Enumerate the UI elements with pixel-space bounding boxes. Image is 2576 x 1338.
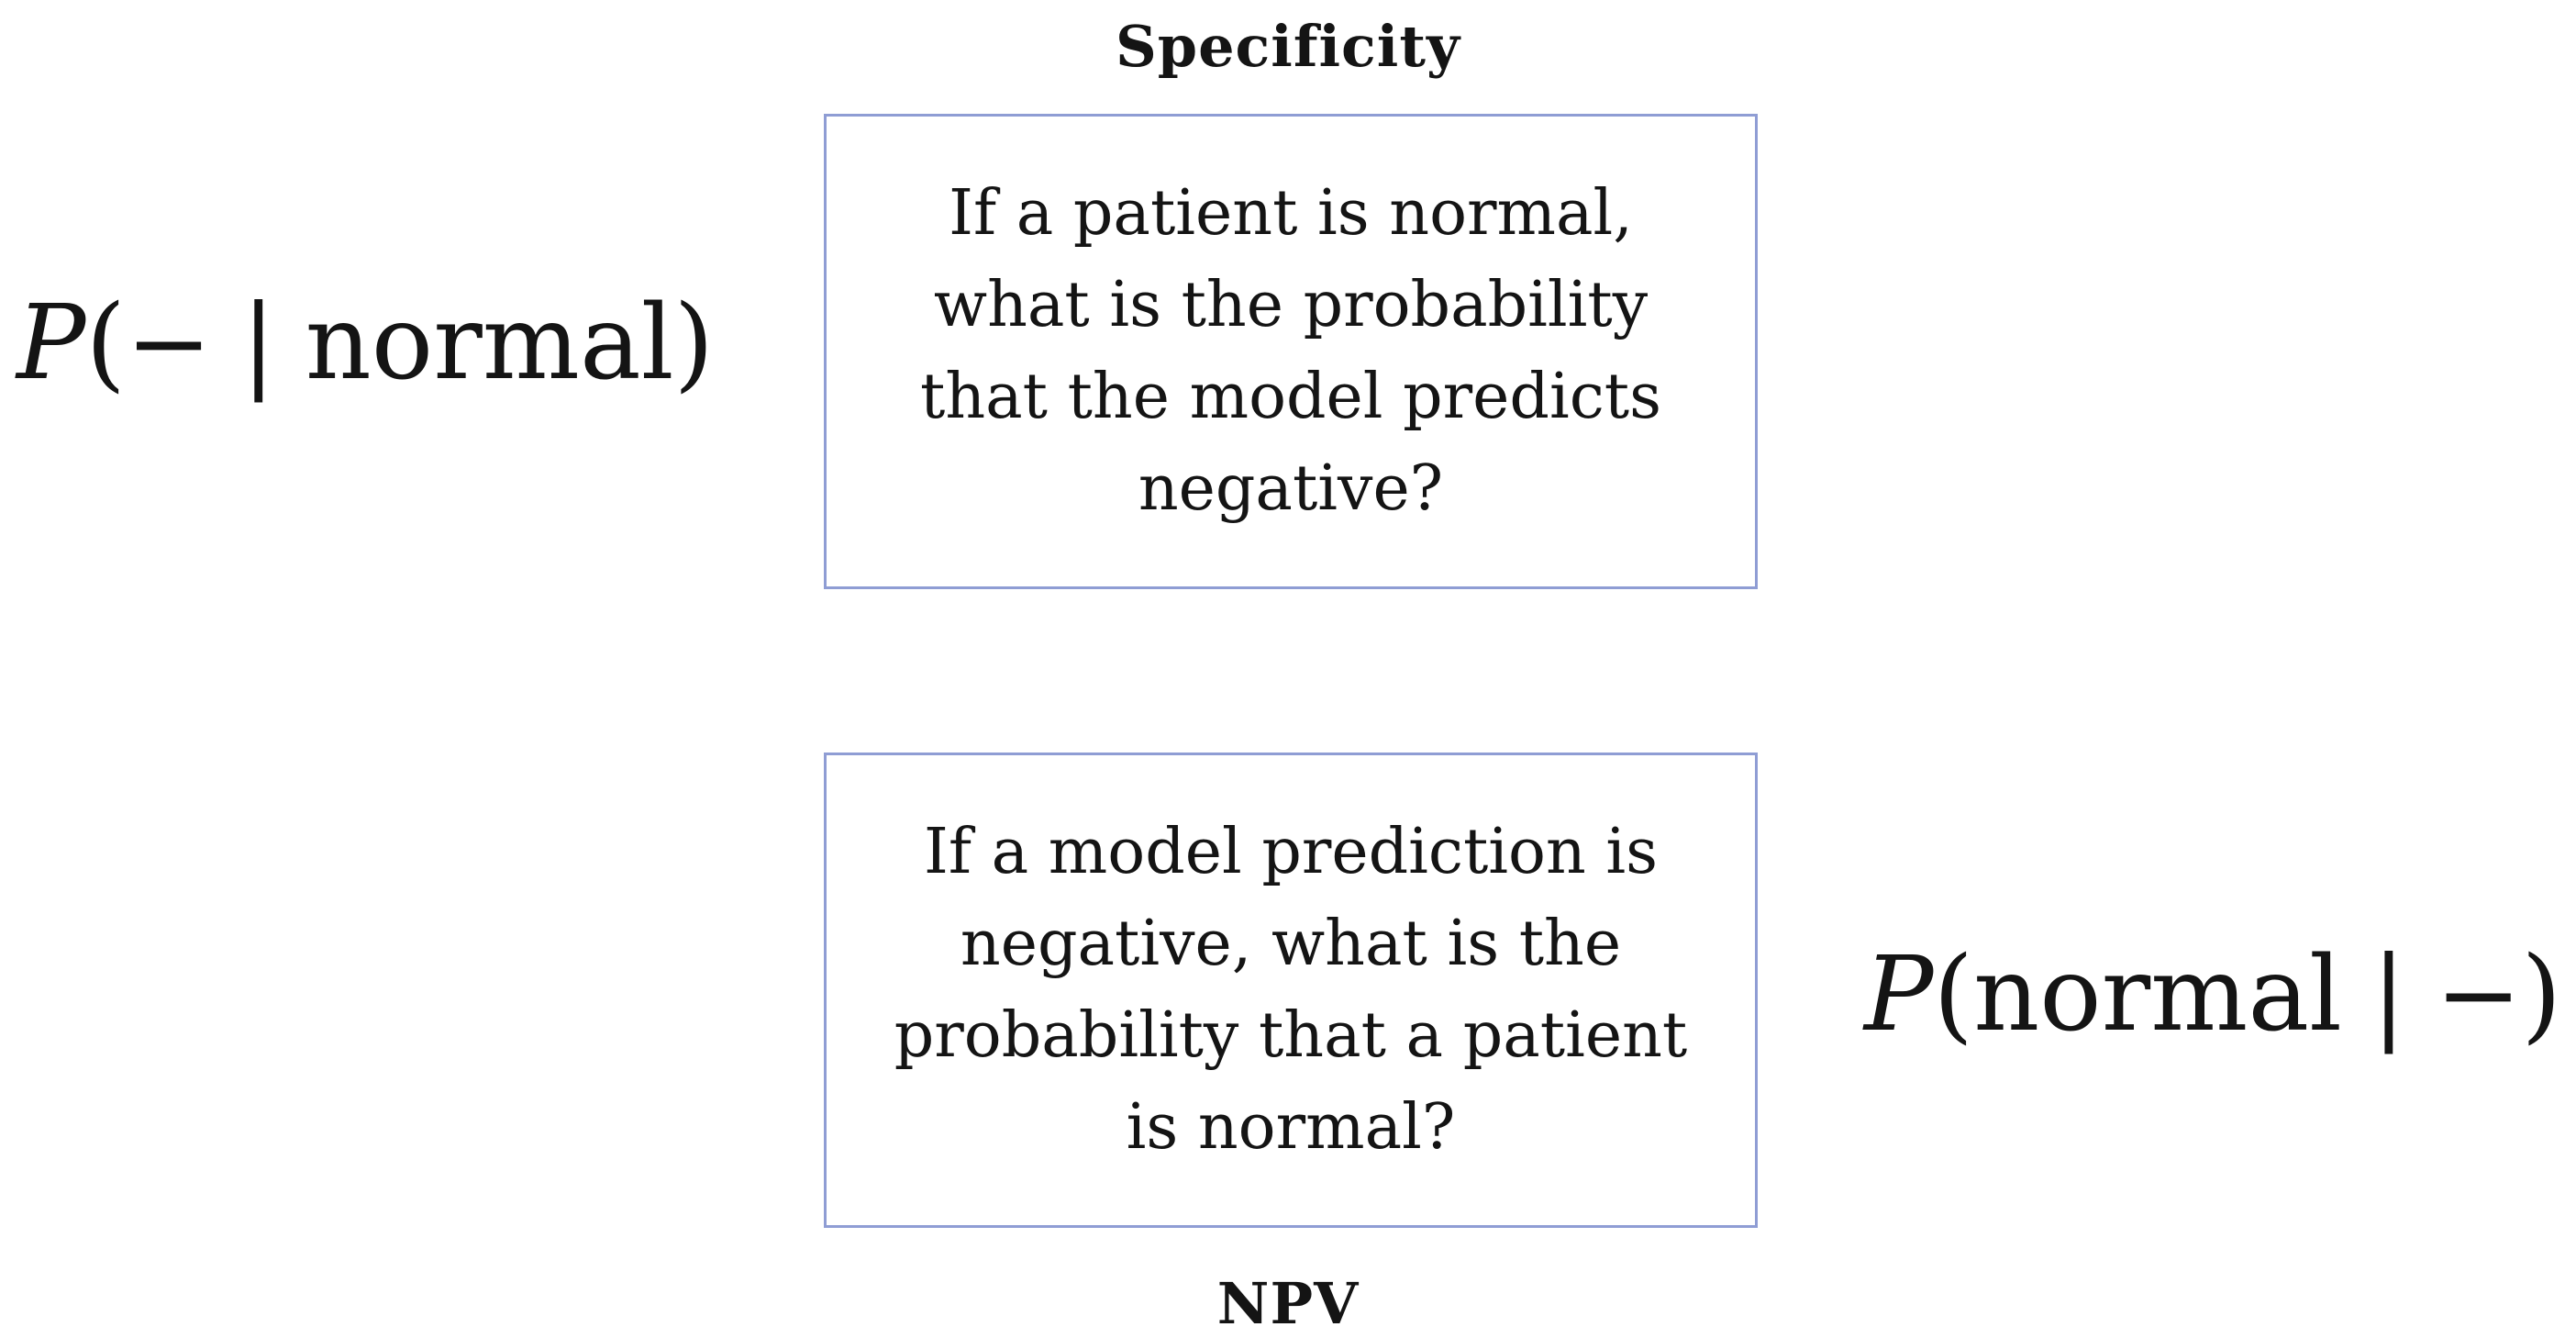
formula-condition: normal xyxy=(305,284,674,403)
formula-given-bar: | xyxy=(2371,935,2406,1054)
formula-close-paren: ) xyxy=(2521,935,2562,1054)
formula-open-paren: ( xyxy=(1933,935,1974,1054)
specificity-heading: Specificity xyxy=(1115,13,1461,80)
formula-event: − xyxy=(126,284,212,403)
npv-box: If a model prediction is negative, what … xyxy=(824,753,1758,1228)
specificity-question: If a patient is normal, what is the prob… xyxy=(920,177,1661,525)
formula-event: normal xyxy=(1973,935,2342,1054)
formula-open-paren: ( xyxy=(85,284,127,403)
npv-heading: NPV xyxy=(1216,1270,1360,1337)
formula-variable: P xyxy=(1864,935,1934,1054)
formula-variable: P xyxy=(17,284,86,403)
specificity-box: If a patient is normal, what is the prob… xyxy=(824,114,1758,589)
formula-condition: − xyxy=(2435,935,2522,1054)
npv-formula: P(normal | −) xyxy=(1864,943,2561,1046)
formula-close-paren: ) xyxy=(673,284,715,403)
specificity-formula: P(− | normal) xyxy=(17,292,714,395)
formula-given-bar: | xyxy=(240,284,276,403)
npv-question: If a model prediction is negative, what … xyxy=(894,816,1688,1164)
